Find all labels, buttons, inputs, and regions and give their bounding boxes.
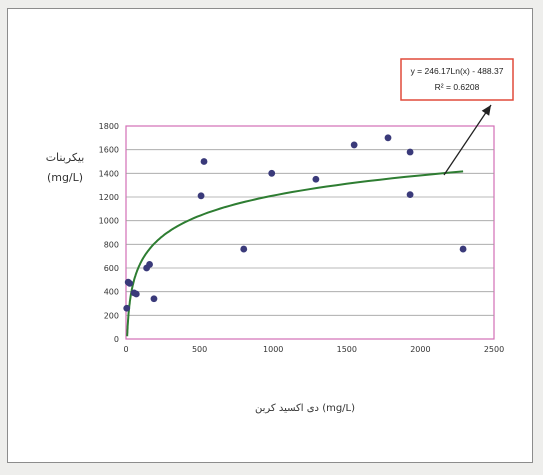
data-point bbox=[123, 304, 131, 312]
y-tick-label: 1200 bbox=[99, 193, 119, 202]
y-tick-label: 0 bbox=[114, 335, 119, 344]
x-tick-label: 1000 bbox=[263, 345, 283, 354]
trendline-equation: y = 246.17Ln(x) - 488.37 bbox=[411, 66, 504, 76]
chart-svg: 0 200 400 600 800 1000 1200 1400 1600 1800 0 500 10… bbox=[46, 58, 514, 414]
x-tick-label: 0 bbox=[123, 345, 128, 354]
trendline-r-squared: R² = 0.6208 bbox=[435, 82, 480, 92]
x-tick-label: 2500 bbox=[484, 345, 504, 354]
data-point bbox=[197, 192, 205, 200]
x-tick-label: 1500 bbox=[337, 345, 357, 354]
data-point bbox=[459, 245, 467, 253]
y-tick-label: 400 bbox=[104, 288, 119, 297]
y-tick-label: 1400 bbox=[99, 169, 119, 178]
data-points bbox=[123, 134, 467, 312]
x-tick-label: 2000 bbox=[410, 345, 430, 354]
data-point bbox=[240, 245, 248, 253]
y-tick-label: 600 bbox=[104, 264, 119, 273]
chart-frame: 0 200 400 600 800 1000 1200 1400 1600 1800 0 500 10… bbox=[7, 8, 533, 463]
annotation-arrow bbox=[443, 104, 492, 176]
y-tick-label: 1600 bbox=[99, 146, 119, 155]
data-point bbox=[384, 134, 392, 142]
y-tick-label: 200 bbox=[104, 311, 119, 320]
data-point bbox=[406, 191, 414, 199]
data-point bbox=[146, 261, 153, 268]
data-point bbox=[350, 141, 358, 149]
y-tick-labels: 0 200 400 600 800 1000 1200 1400 1600 1800 bbox=[99, 122, 119, 344]
y-axis-unit: (mg/L) bbox=[47, 171, 83, 184]
data-point bbox=[126, 279, 134, 287]
data-point bbox=[406, 148, 414, 156]
data-point bbox=[132, 290, 140, 298]
equation-box bbox=[400, 58, 514, 101]
data-point bbox=[268, 169, 276, 177]
y-tick-label: 1800 bbox=[99, 122, 119, 131]
x-tick-label: 500 bbox=[192, 345, 207, 354]
x-tick-labels: 0 500 1000 1500 2000 2500 bbox=[123, 345, 504, 354]
data-point bbox=[312, 175, 320, 183]
y-tick-label: 800 bbox=[104, 240, 119, 249]
annotation-arrowhead bbox=[481, 105, 491, 116]
data-point bbox=[200, 158, 208, 165]
x-axis-label: دی اکسید کربن (mg/L) bbox=[255, 403, 355, 414]
y-tick-label: 1000 bbox=[99, 217, 119, 226]
y-axis-label: بیکربنات bbox=[46, 151, 85, 164]
plot-area bbox=[125, 125, 495, 340]
data-point bbox=[150, 295, 158, 303]
